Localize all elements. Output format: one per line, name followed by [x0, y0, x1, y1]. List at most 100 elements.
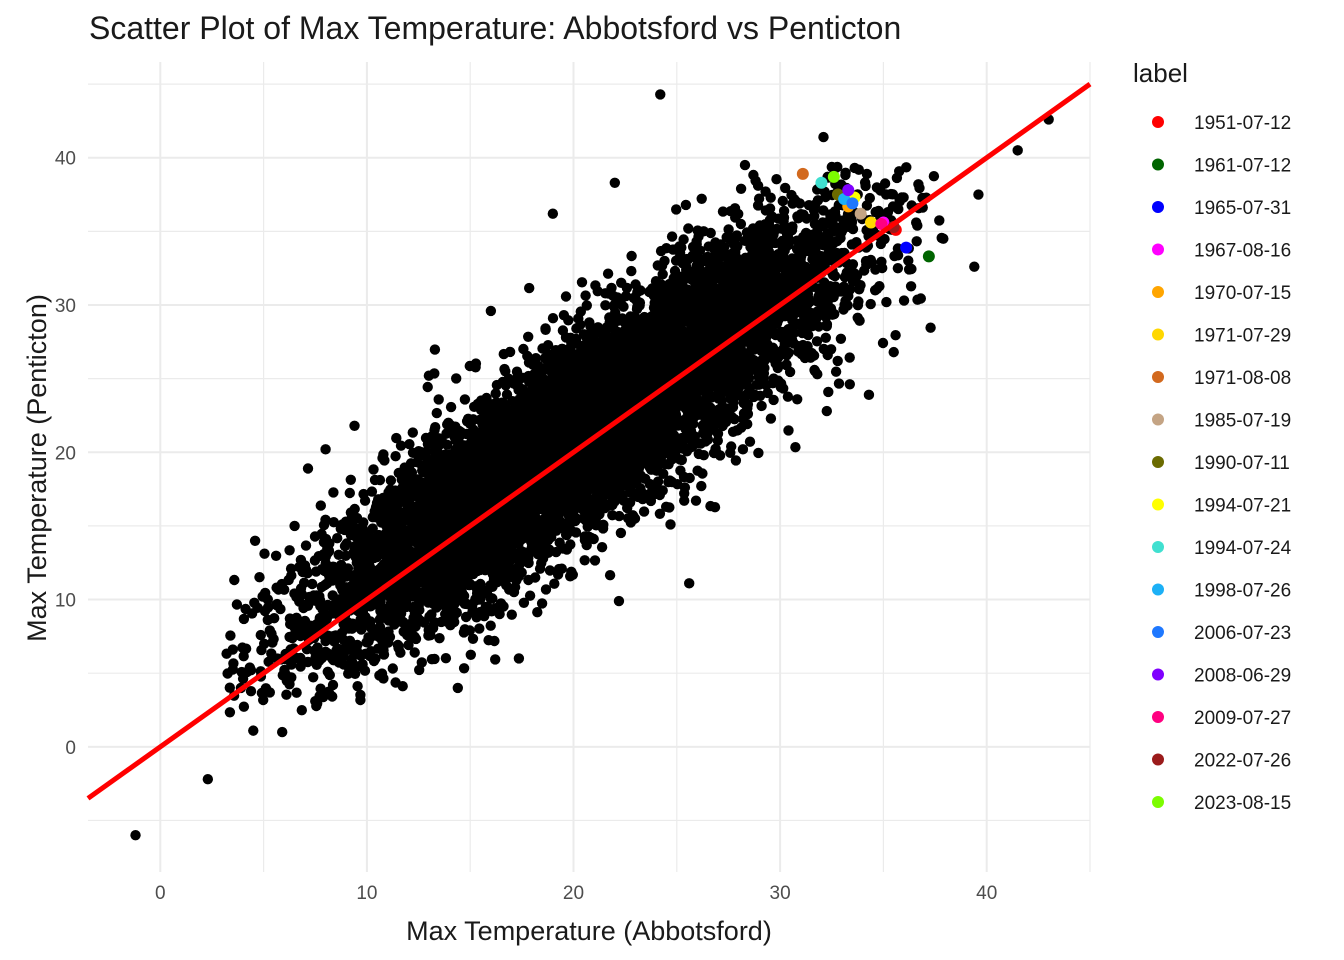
data-point: [696, 480, 707, 492]
data-point: [818, 205, 829, 216]
data-point: [467, 633, 479, 644]
data-point: [786, 225, 798, 236]
data-point: [600, 300, 611, 311]
data-point: [717, 206, 729, 217]
scatter-points: [130, 89, 1054, 841]
data-point: [614, 510, 625, 522]
data-point: [479, 611, 490, 622]
data-point: [671, 204, 682, 215]
data-point: [790, 442, 801, 453]
data-point: [445, 401, 457, 413]
data-point: [752, 200, 764, 211]
data-point: [560, 291, 572, 302]
data-point: [584, 317, 595, 328]
data-point: [906, 263, 917, 275]
data-point: [865, 254, 876, 266]
data-point: [911, 236, 922, 247]
data-point: [844, 379, 855, 390]
data-point: [654, 508, 666, 519]
data-point: [224, 682, 235, 693]
data-point: [690, 495, 702, 506]
data-point: [820, 332, 831, 343]
data-point: [579, 555, 590, 566]
data-point: [300, 540, 312, 551]
data-point: [387, 663, 398, 674]
data-point: [524, 590, 536, 601]
data-point: [626, 265, 637, 277]
data-point: [245, 686, 257, 697]
data-point: [291, 687, 302, 698]
data-point: [557, 543, 569, 554]
data-point: [604, 570, 616, 581]
data-point: [753, 447, 764, 459]
data-point: [237, 673, 249, 684]
data-point: [877, 337, 889, 349]
data-point: [859, 177, 871, 188]
data-point: [327, 679, 339, 691]
data-point: [771, 174, 782, 185]
data-point: [494, 608, 505, 620]
data-point: [281, 689, 292, 700]
data-point: [692, 465, 703, 476]
data-point: [258, 694, 269, 706]
data-point: [259, 638, 270, 649]
data-point: [672, 479, 683, 490]
data-point: [355, 689, 366, 701]
data-point: [273, 584, 284, 595]
data-point: [344, 487, 355, 499]
data-point: [318, 519, 330, 531]
data-point: [302, 656, 314, 668]
data-point: [621, 282, 633, 294]
data-point: [385, 475, 397, 486]
data-point: [659, 255, 670, 267]
data-point: [504, 346, 516, 358]
data-point: [459, 394, 471, 405]
data-point: [823, 386, 834, 398]
data-point: [312, 642, 323, 653]
data-point: [679, 488, 690, 499]
data-point: [853, 164, 864, 175]
data-point: [744, 436, 756, 447]
data-point: [606, 282, 617, 294]
data-point: [366, 486, 378, 497]
data-point: [765, 413, 777, 424]
data-point: [263, 656, 274, 667]
data-point: [705, 227, 716, 239]
data-point: [558, 310, 570, 321]
data-point: [474, 623, 485, 634]
data-point: [532, 607, 543, 618]
data-point: [864, 192, 875, 204]
data-point: [626, 250, 637, 262]
data-point: [374, 670, 385, 681]
data-point: [390, 451, 401, 462]
data-point: [657, 269, 668, 280]
data-point: [692, 225, 703, 236]
data-point: [327, 590, 338, 601]
data-point: [783, 425, 794, 436]
data-point: [914, 182, 925, 194]
data-point: [549, 578, 560, 589]
data-point: [840, 167, 851, 178]
data-point: [547, 313, 559, 324]
data-point: [255, 629, 266, 641]
data-point: [777, 195, 788, 207]
data-point: [359, 665, 371, 676]
data-point: [768, 229, 779, 240]
data-point: [433, 394, 444, 405]
data-point: [666, 231, 678, 242]
data-point: [426, 654, 438, 665]
data-point: [238, 613, 250, 625]
data-point: [596, 542, 608, 553]
data-point: [328, 487, 339, 498]
data-point: [254, 572, 265, 583]
data-point: [513, 653, 525, 664]
data-point: [859, 265, 870, 276]
data-point: [723, 224, 734, 235]
data-point: [434, 633, 445, 644]
data-point: [225, 630, 236, 641]
data-point: [934, 215, 945, 226]
data-point: [431, 407, 442, 419]
data-point: [259, 548, 270, 559]
